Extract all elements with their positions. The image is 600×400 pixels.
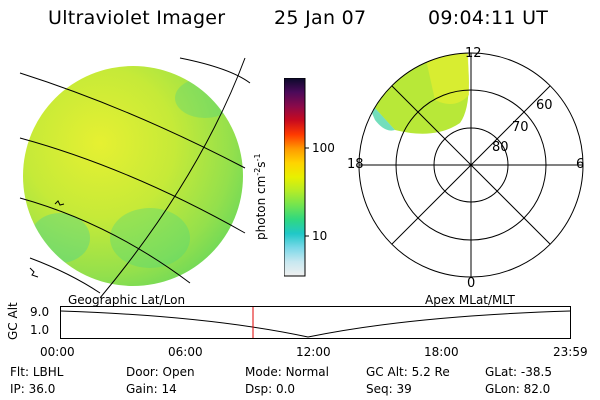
lat-label-80: 80 <box>492 140 509 155</box>
altitude-curve <box>60 310 571 338</box>
status-gain: Gain: 14 <box>126 382 177 396</box>
date-label: 25 Jan 07 <box>274 7 367 29</box>
polar-plot <box>358 52 584 278</box>
mlt-label-0: 0 <box>467 276 476 291</box>
lat-label-60: 60 <box>536 98 553 113</box>
earth-disc <box>23 66 243 286</box>
colorbar-tick-100: 100 <box>312 141 335 155</box>
status-filter: Flt: LBHL <box>10 365 64 379</box>
mlt-label-12: 12 <box>465 46 482 61</box>
timeline-xtick-0: 00:00 <box>40 345 75 359</box>
timeline-xtick-1: 06:00 <box>168 345 203 359</box>
mlt-label-6: 6 <box>576 157 585 172</box>
unit-photon: photon cm <box>254 175 268 240</box>
status-seq: Seq: 39 <box>366 382 412 396</box>
time-label: 09:04:11 UT <box>428 7 549 29</box>
unit-exp1: -2 <box>253 167 262 176</box>
timeline-ytick-1: 1.0 <box>30 323 50 337</box>
timeline-xtick-2: 12:00 <box>296 345 331 359</box>
instrument-title: Ultraviolet Imager <box>48 7 226 29</box>
status-dsp: Dsp: 0.0 <box>245 382 296 396</box>
status-glat: GLat: -38.5 <box>485 365 552 379</box>
status-gc-alt: GC Alt: 5.2 Re <box>366 365 450 379</box>
status-ip: IP: 36.0 <box>10 382 56 396</box>
timeline-plot <box>60 306 571 339</box>
mlt-label-18: 18 <box>347 157 364 172</box>
geographic-image <box>19 57 251 298</box>
geographic-label: Geographic Lat/Lon <box>68 293 186 307</box>
apex-label: Apex MLat/MLT <box>425 293 515 307</box>
colorbar <box>284 78 309 277</box>
status-glon: GLon: 82.0 <box>485 382 551 396</box>
coastline <box>29 200 65 278</box>
aurora-region <box>363 53 471 134</box>
timeline-xtick-3: 18:00 <box>424 345 459 359</box>
lat-lon-grid <box>19 57 251 298</box>
timeline-ytick-9: 9.0 <box>30 305 50 319</box>
timeline-xtick-4: 23:59 <box>553 345 588 359</box>
lat-label-70: 70 <box>512 120 529 135</box>
unit-s: s <box>254 161 268 168</box>
colorbar-tick-10: 10 <box>312 229 328 243</box>
polar-grid <box>358 52 584 278</box>
status-door: Door: Open <box>126 365 195 379</box>
unit-exp2: -1 <box>253 153 262 162</box>
status-mode: Mode: Normal <box>245 365 329 379</box>
